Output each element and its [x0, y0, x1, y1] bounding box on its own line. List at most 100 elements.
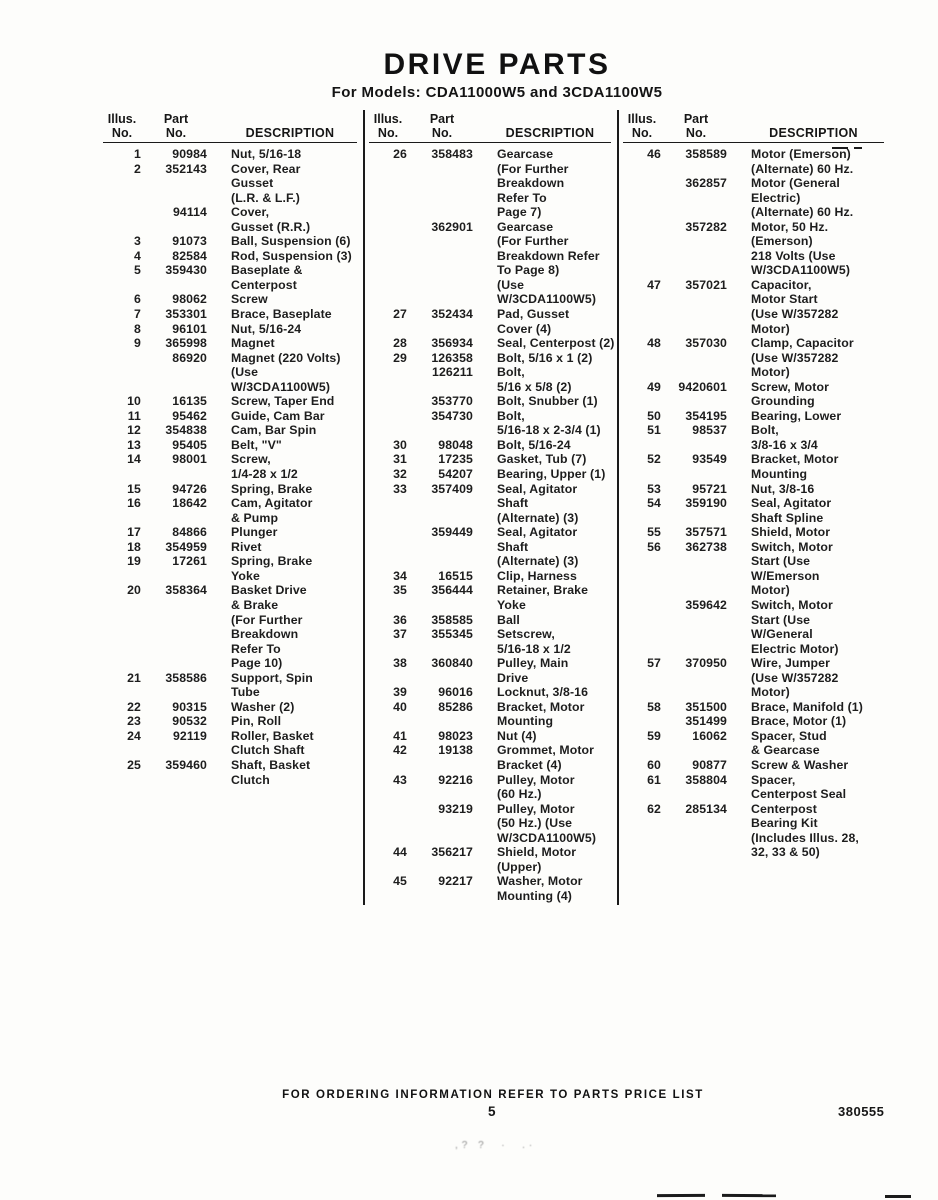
illus-no: 25 — [127, 757, 141, 772]
table-row: 27 352434 Pad, Gusset Cover (4) — [365, 307, 617, 336]
illus-no: 3 — [134, 234, 141, 249]
table-row: 1 90984 Nut, 5/16-18 — [99, 147, 363, 162]
table-row: 19 17261 Spring, Brake Yoke — [99, 554, 363, 583]
part-no: 16515 — [438, 568, 473, 583]
illus-no: 12 — [127, 423, 141, 438]
part-no: 353301 — [165, 307, 207, 322]
illus-no: 32 — [393, 467, 407, 482]
column-header: Illus. No. Part No. DESCRIPTION — [99, 110, 363, 140]
description-line: Grounding — [751, 394, 815, 409]
description-line: Brace, Manifold (1) — [751, 699, 863, 714]
part-no: 351499 — [685, 714, 727, 729]
illus-no: 50 — [647, 408, 661, 423]
description-line: Breakdown — [497, 176, 565, 191]
scan-artifact — [885, 1195, 911, 1198]
part-description: Screw — [207, 292, 363, 307]
part-description: Baseplate & Centerpost — [207, 263, 363, 292]
table-row: 359642 Switch, Motor Start (Use W/General El… — [619, 598, 890, 656]
table-row: 86920 Magnet (220 Volts) (Use W/3CDA1100W5) — [99, 351, 363, 395]
illus-no — [619, 598, 665, 656]
part-no: 17261 — [172, 554, 207, 569]
description-line: Yoke — [497, 597, 526, 612]
description-line: Shaft — [497, 539, 529, 554]
part-description: Spacer, Centerpost Seal — [727, 773, 890, 802]
description-line: W/3CDA1100W5) — [231, 379, 331, 394]
description-line: Nut, 5/16-24 — [231, 321, 302, 336]
part-no: 94114 — [172, 205, 207, 220]
part-no: 90532 — [172, 714, 207, 729]
illus-no: 11 — [127, 408, 141, 423]
table-row: 3 91073 Ball, Suspension (6) — [99, 234, 363, 249]
illus-no: 10 — [127, 394, 141, 409]
description-line: Gearcase — [497, 219, 554, 234]
part-no: 16062 — [692, 728, 727, 743]
description-line: (Use W/357282 — [751, 670, 839, 685]
illus-no — [99, 205, 145, 234]
illus-no: 59 — [647, 728, 661, 743]
part-description: Bearing, Lower — [727, 409, 890, 424]
part-description: Nut (4) — [473, 729, 617, 744]
table-row: 45 92217 Washer, Motor Mounting (4) — [365, 874, 617, 903]
description-line: Clamp, Capacitor — [751, 336, 854, 351]
table-row: 16 18642 Cam, Agitator & Pump — [99, 496, 363, 525]
part-no: 98023 — [438, 728, 473, 743]
part-description: Bracket, Motor Mounting — [727, 452, 890, 481]
table-column-3: Illus. No. Part No. DESCRIPTION 46 358589… — [617, 110, 890, 905]
illus-no: 61 — [647, 772, 661, 787]
table-row: 354730 Bolt, 5/16-18 x 2-3/4 (1) — [365, 409, 617, 438]
illus-no: 60 — [647, 757, 661, 772]
part-description: Screw & Washer — [727, 758, 890, 773]
description-line: Pulley, Motor — [497, 772, 575, 787]
description-header: DESCRIPTION — [245, 125, 335, 140]
part-description: Washer, Motor Mounting (4) — [473, 874, 617, 903]
part-no: 98001 — [172, 452, 207, 467]
description-line: Locknut, 3/8-16 — [497, 685, 589, 700]
part-description: Bolt, Snubber (1) — [473, 394, 617, 409]
part-description: Nut, 5/16-18 — [207, 147, 363, 162]
illus-no — [365, 394, 411, 409]
part-no: 90984 — [172, 147, 207, 161]
header-rule — [103, 142, 357, 143]
table-row: 362857 Motor (General Electric) (Alternate)… — [619, 176, 890, 220]
description-line: Clutch — [231, 772, 270, 787]
illus-no: 26 — [393, 147, 407, 161]
description-line: (For Further — [497, 234, 569, 249]
table-row: 58 351500 Brace, Manifold (1) — [619, 700, 890, 715]
description-line: Refer To — [497, 190, 547, 205]
part-no: 358586 — [165, 670, 207, 685]
description-line: Pulley, Main — [497, 656, 569, 671]
description-line: Setscrew, — [497, 627, 555, 642]
description-line: Wire, Jumper — [751, 656, 830, 671]
description-line: Cam, Agitator — [231, 496, 313, 511]
table-row: 17 84866 Plunger — [99, 525, 363, 540]
part-description: Grommet, Motor Bracket (4) — [473, 743, 617, 772]
column-rows: 26 358483 Gearcase (For Further Breakdown Ref… — [365, 146, 617, 903]
table-row: 29 126358 Bolt, 5/16 x 1 (2) — [365, 351, 617, 366]
illus-no: 2 — [134, 161, 141, 176]
table-row: 55 357571 Shield, Motor — [619, 525, 890, 540]
description-line: (Upper) — [497, 859, 542, 874]
table-row: 4 82584 Rod, Suspension (3) — [99, 249, 363, 264]
description-line: Magnet (220 Volts) — [231, 350, 341, 365]
part-no: 354730 — [431, 408, 473, 423]
description-line: (Alternate) (3) — [497, 554, 579, 569]
illus-no: 38 — [393, 656, 407, 671]
illus-no — [619, 714, 665, 729]
part-no: 360840 — [431, 656, 473, 671]
description-line: Refer To — [231, 641, 281, 656]
illus-no: 24 — [127, 728, 141, 743]
part-no: 54207 — [438, 467, 473, 482]
table-row: 7 353301 Brace, Baseplate — [99, 307, 363, 322]
description-line: Page 7) — [497, 205, 542, 220]
description-line: Gasket, Tub (7) — [497, 452, 587, 467]
description-line: Electric) — [751, 190, 801, 205]
illus-no: 8 — [134, 321, 141, 336]
part-no: 85286 — [438, 699, 473, 714]
illus-no-header: Illus. No. — [627, 112, 657, 140]
part-description: Seal, Agitator Shaft Spline — [727, 496, 890, 525]
part-no: 356217 — [431, 845, 473, 860]
part-description: Spring, Brake — [207, 482, 363, 497]
part-description: Bolt, 5/16-24 — [473, 438, 617, 453]
part-description: Clip, Harness — [473, 569, 617, 584]
